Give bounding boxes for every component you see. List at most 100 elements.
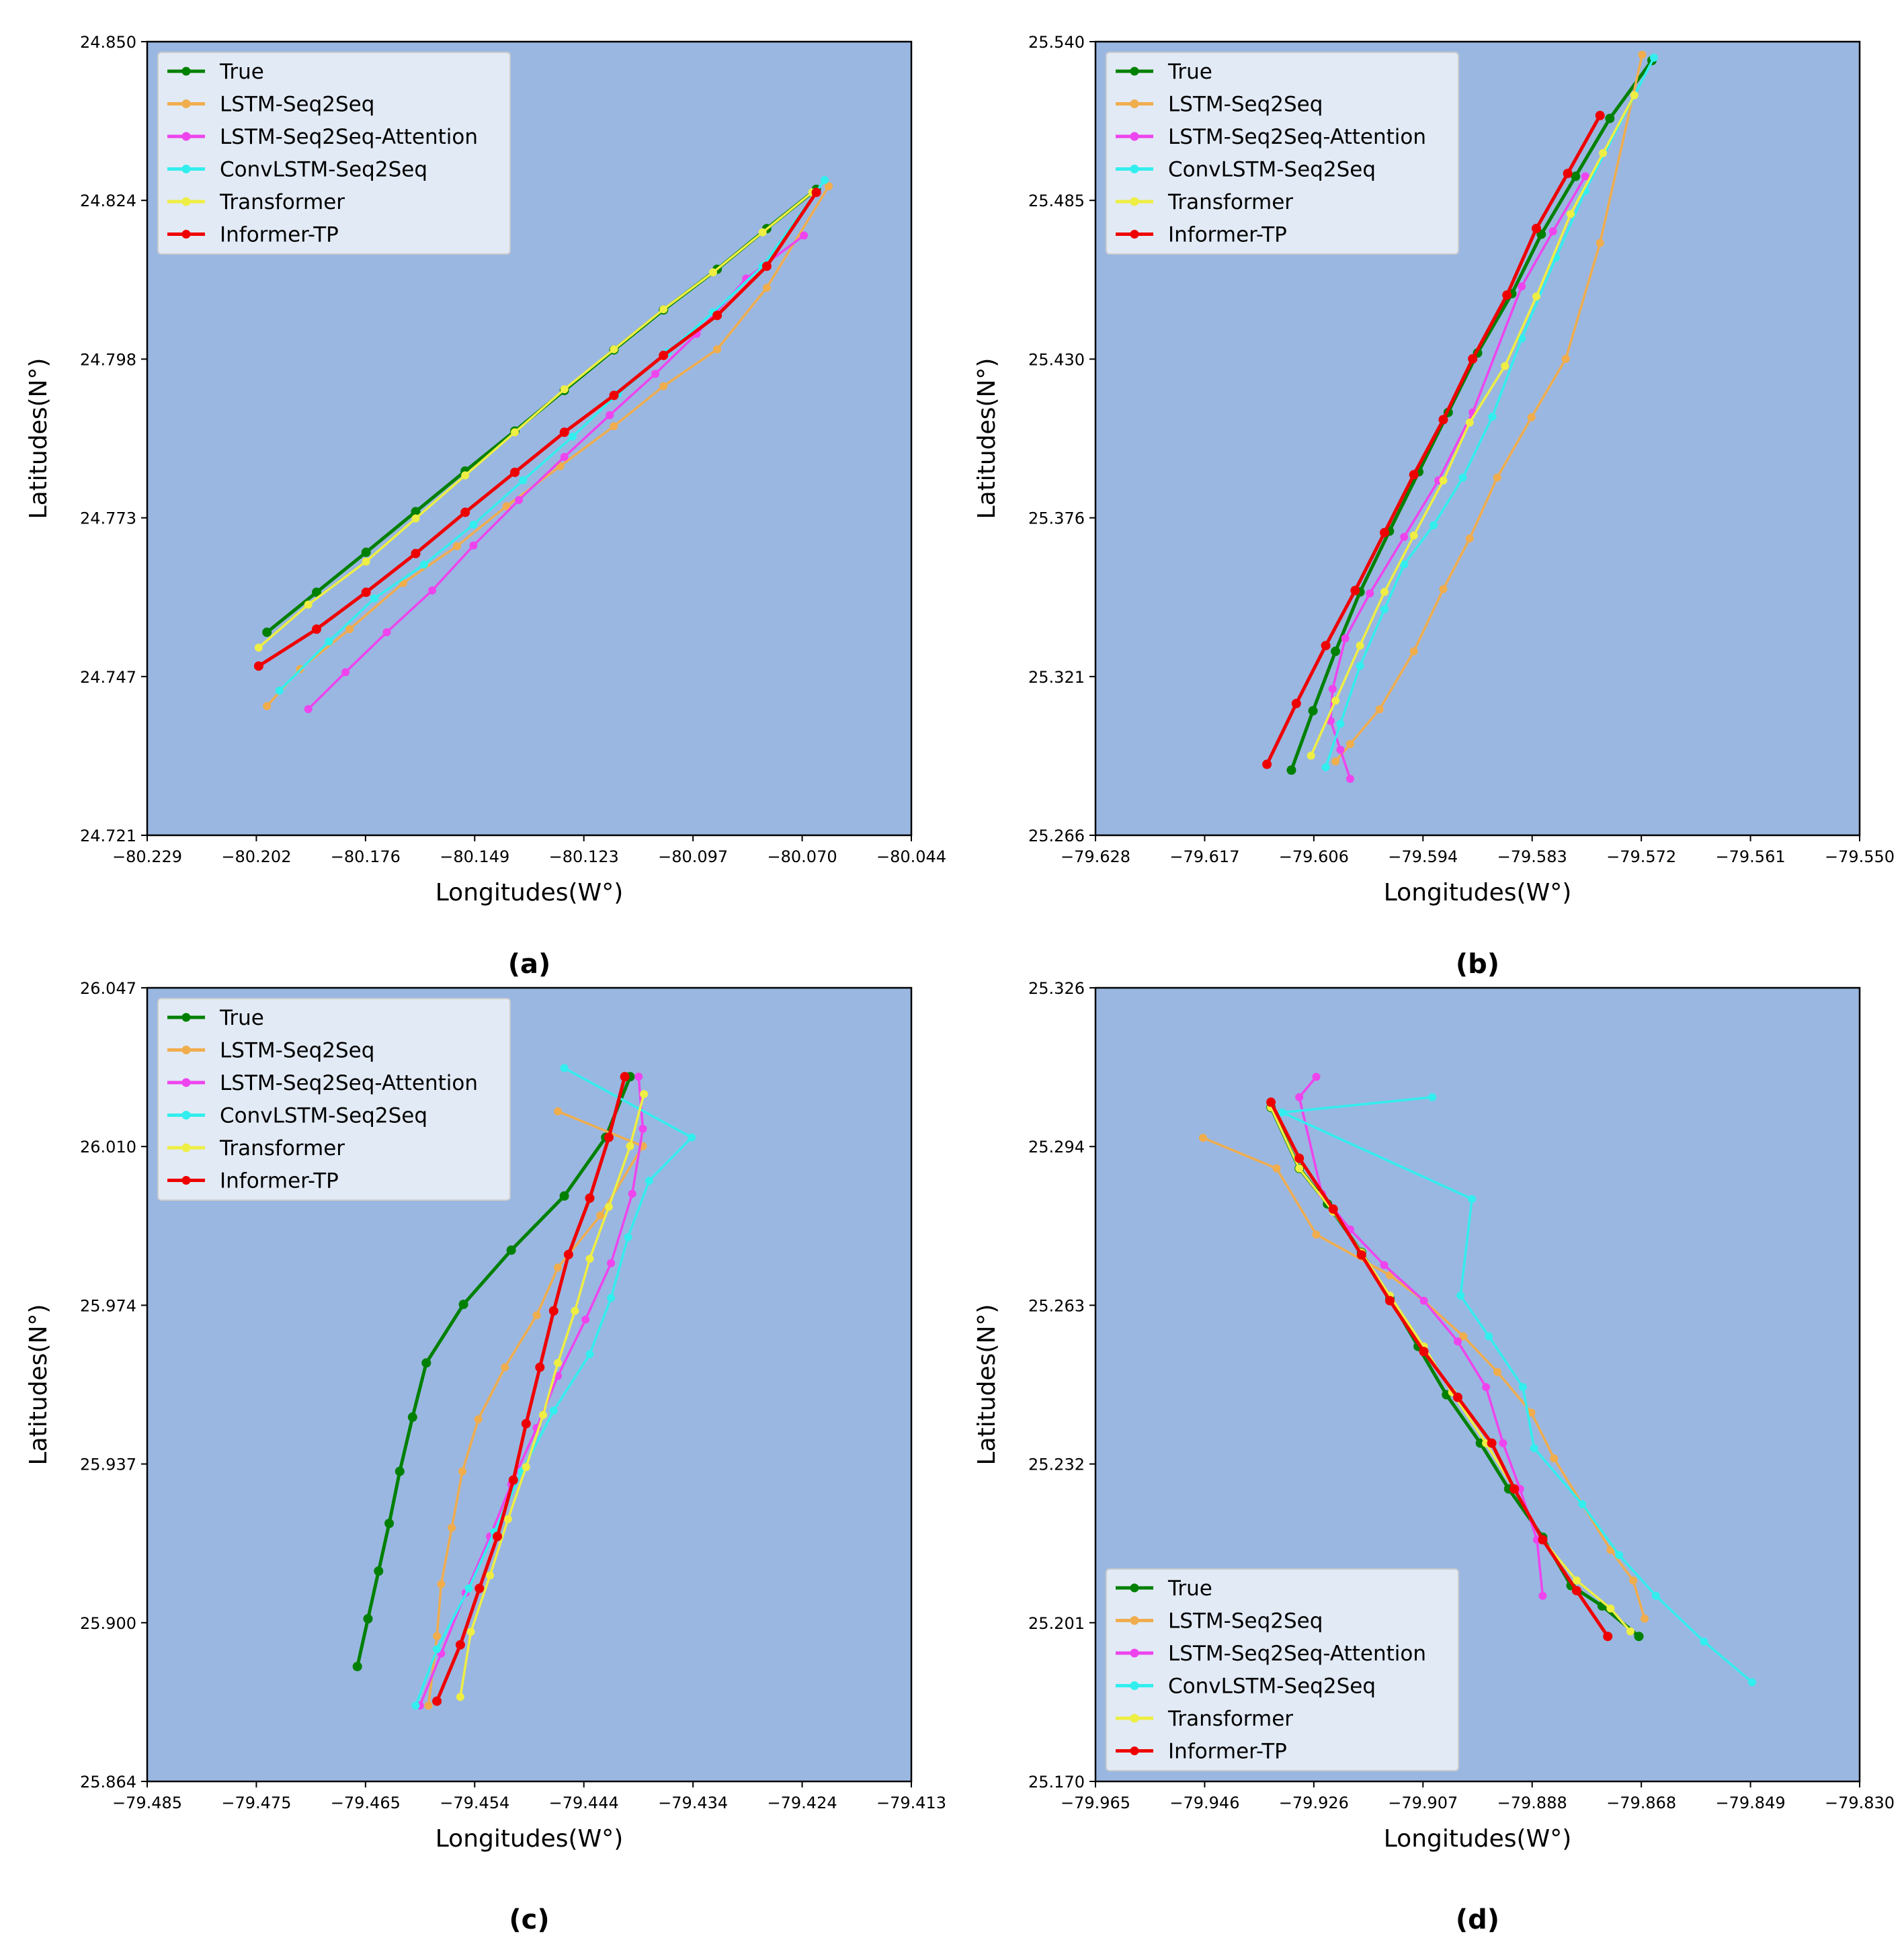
data-point-informer-tp xyxy=(1380,528,1389,538)
data-point-lstm-seq2seq xyxy=(1641,1614,1649,1623)
legend-label-lstm-seq2seq-attention: LSTM-Seq2Seq-Attention xyxy=(1168,1642,1426,1666)
legend-label-lstm-seq2seq: LSTM-Seq2Seq xyxy=(220,93,374,117)
data-point-informer-tp xyxy=(460,507,470,517)
data-point-true xyxy=(1571,171,1581,181)
legend-swatch-marker xyxy=(1130,67,1139,76)
data-point-lstm-seq2seq-attention xyxy=(1400,533,1409,541)
y-tick-label: 25.900 xyxy=(80,1614,136,1633)
data-point-transformer xyxy=(1630,91,1639,99)
data-point-lstm-seq2seq xyxy=(1465,534,1474,543)
y-axis-label: Latitudes(N°) xyxy=(973,358,1001,519)
data-point-informer-tp xyxy=(1321,640,1331,650)
y-tick-label: 25.326 xyxy=(1028,979,1085,998)
data-point-lstm-seq2seq xyxy=(596,1211,605,1220)
data-point-transformer xyxy=(640,1090,649,1099)
y-tick-label: 25.201 xyxy=(1028,1614,1085,1633)
legend-label-convlstm-seq2seq: ConvLSTM-Seq2Seq xyxy=(1168,158,1376,182)
data-point-transformer xyxy=(522,1463,530,1472)
legend-swatch-marker xyxy=(1130,1583,1139,1593)
data-point-transformer xyxy=(1409,531,1418,540)
data-point-convlstm-seq2seq xyxy=(549,1406,558,1415)
subplot-caption: (a) xyxy=(508,949,551,980)
data-point-convlstm-seq2seq xyxy=(585,1350,594,1359)
data-point-transformer xyxy=(1331,696,1340,705)
data-point-informer-tp xyxy=(432,1696,442,1706)
legend-label-transformer: Transformer xyxy=(219,190,345,214)
data-point-transformer xyxy=(1465,418,1474,427)
data-point-lstm-seq2seq xyxy=(433,1632,442,1640)
x-tick-label: −79.606 xyxy=(1279,847,1349,866)
data-point-convlstm-seq2seq xyxy=(820,176,829,184)
series-line-convlstm-seq2seq xyxy=(278,179,826,692)
data-point-lstm-seq2seq xyxy=(762,284,771,292)
y-tick-label: 25.864 xyxy=(80,1773,136,1792)
legend: True LSTM-Seq2Seq LSTM-Seq2Seq-Attention Co… xyxy=(157,52,511,255)
y-tick-label: 25.430 xyxy=(1028,350,1085,369)
legend-label-convlstm-seq2seq: ConvLSTM-Seq2Seq xyxy=(220,1104,427,1128)
series-layer xyxy=(1199,1072,1756,1687)
data-point-lstm-seq2seq xyxy=(713,345,722,353)
data-point-lstm-seq2seq-attention xyxy=(341,668,349,677)
data-point-transformer xyxy=(560,385,569,394)
data-point-lstm-seq2seq xyxy=(1459,1332,1468,1341)
x-tick-label: −79.465 xyxy=(331,1794,401,1812)
x-tick-label: −79.965 xyxy=(1061,1794,1130,1812)
data-point-lstm-seq2seq xyxy=(1312,1230,1321,1239)
y-tick-label: 26.010 xyxy=(80,1138,136,1156)
legend-swatch-marker xyxy=(181,1176,191,1185)
legend-swatch-marker xyxy=(1130,132,1139,141)
y-tick-label: 26.047 xyxy=(80,979,136,998)
data-point-lstm-seq2seq xyxy=(448,1523,456,1532)
legend-label-true: True xyxy=(1167,60,1212,84)
x-tick-label: −79.454 xyxy=(440,1794,509,1812)
data-point-lstm-seq2seq xyxy=(1439,585,1448,593)
legend-swatch-marker xyxy=(181,165,191,173)
data-point-true xyxy=(458,1300,468,1310)
legend-swatch-marker xyxy=(1130,1681,1139,1690)
data-point-convlstm-seq2seq xyxy=(1518,1383,1527,1392)
series-line-transformer xyxy=(257,191,814,649)
legend-swatch-marker xyxy=(181,132,191,141)
data-point-lstm-seq2seq-attention xyxy=(1548,227,1557,236)
x-tick-label: −80.229 xyxy=(112,847,182,866)
data-point-informer-tp xyxy=(604,1132,614,1142)
data-point-lstm-seq2seq-attention xyxy=(1346,775,1354,783)
data-point-informer-tp xyxy=(1468,354,1478,364)
data-point-convlstm-seq2seq xyxy=(1321,763,1330,771)
data-point-convlstm-seq2seq xyxy=(1748,1678,1756,1687)
y-tick-label: 25.294 xyxy=(1028,1138,1085,1156)
axes-frame xyxy=(1094,986,1861,1783)
data-point-informer-tp xyxy=(493,1531,503,1542)
subplot-caption: (b) xyxy=(1456,949,1499,980)
data-point-lstm-seq2seq-attention xyxy=(1341,634,1350,642)
data-point-convlstm-seq2seq xyxy=(1428,1093,1437,1101)
series-layer xyxy=(253,176,833,714)
data-point-informer-tp xyxy=(1563,169,1573,179)
data-point-lstm-seq2seq xyxy=(424,1701,433,1710)
data-point-lstm-seq2seq-attention xyxy=(1518,282,1526,291)
data-point-informer-tp xyxy=(510,467,520,477)
data-point-lstm-seq2seq-attention xyxy=(634,1072,643,1081)
data-point-true xyxy=(1475,1438,1485,1448)
data-point-convlstm-seq2seq xyxy=(1518,334,1526,343)
data-point-transformer xyxy=(411,514,420,523)
legend-label-informer-tp: Informer-TP xyxy=(220,1169,339,1193)
y-tick-label: 25.974 xyxy=(80,1296,136,1315)
data-point-convlstm-seq2seq xyxy=(1468,1195,1477,1204)
data-point-lstm-seq2seq xyxy=(1561,355,1570,363)
data-point-convlstm-seq2seq xyxy=(1649,53,1658,62)
y-tick-label: 25.170 xyxy=(1028,1773,1085,1792)
subplot--d: −79.965 −79.946 −79.926 −79.907 −79.888 −79.8… xyxy=(973,979,1895,1935)
data-point-convlstm-seq2seq xyxy=(607,1294,616,1302)
axes-frame xyxy=(146,986,913,1783)
data-point-informer-tp xyxy=(1266,1097,1276,1107)
data-point-lstm-seq2seq xyxy=(502,502,511,511)
data-point-convlstm-seq2seq xyxy=(519,476,528,484)
data-point-transformer xyxy=(1501,362,1509,370)
legend-swatch-marker xyxy=(1130,1714,1139,1723)
x-tick-label: −79.413 xyxy=(876,1794,946,1812)
data-point-lstm-seq2seq xyxy=(1493,473,1501,482)
axes-frame xyxy=(1094,40,1861,837)
data-point-informer-tp xyxy=(1262,759,1272,769)
data-point-convlstm-seq2seq xyxy=(688,1133,696,1142)
